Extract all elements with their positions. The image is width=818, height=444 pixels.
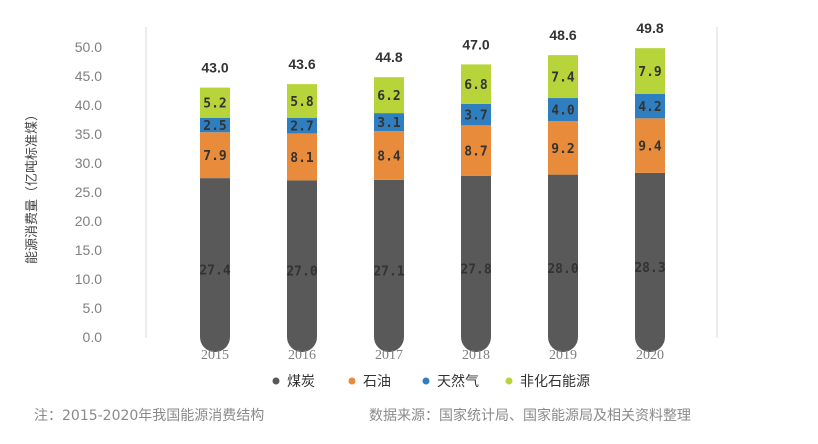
bar-segment-coal [287, 180, 317, 352]
legend-item-gas: 天然气 [422, 373, 479, 390]
y-tick-label: 35.0 [75, 126, 102, 142]
segment-value-label: 28.3 [634, 261, 665, 276]
segment-value-label: 4.2 [638, 100, 661, 115]
y-tick-label: 45.0 [75, 68, 102, 84]
legend-item-non-fossil: 非化石能源 [505, 374, 590, 390]
bar-segment-oil [374, 131, 404, 180]
bar-total-label: 43.0 [201, 60, 228, 76]
bar-segment-gas [287, 117, 317, 134]
x-tick-label: 2019 [549, 348, 577, 363]
segment-value-label: 7.9 [203, 149, 226, 164]
legend-marker [272, 377, 280, 385]
bar-segment-non-fossil [200, 87, 230, 118]
x-tick-label: 2018 [462, 348, 490, 363]
segment-value-label: 7.9 [638, 65, 661, 80]
legend-label: 天然气 [437, 373, 479, 390]
bar-total-label: 48.6 [549, 27, 576, 43]
legend-marker [422, 377, 430, 385]
segment-value-label: 9.2 [551, 142, 574, 157]
bar-segment-non-fossil [635, 48, 665, 94]
legend-label: 石油 [363, 374, 391, 390]
bar-stack-2015: 27.4 7.9 2.5 5.2 43.0 [199, 60, 231, 352]
segment-value-label: 3.7 [464, 109, 487, 124]
bar-stack-2017: 27.1 8.4 3.1 6.2 44.8 [373, 49, 405, 352]
segment-value-label: 9.4 [638, 140, 662, 155]
footer-source: 数据来源：国家统计局、国家能源局及相关资料整理 [369, 408, 691, 424]
legend-item-oil: 石油 [348, 374, 391, 390]
bar-total-label: 49.8 [636, 20, 663, 36]
bar-stack-2018: 27.8 8.7 3.7 6.8 47.0 [460, 36, 492, 352]
segment-value-label: 27.4 [199, 264, 230, 279]
bar-total-label: 43.6 [288, 56, 315, 72]
y-tick-label: 5.0 [83, 300, 103, 316]
y-tick-label: 40.0 [75, 97, 102, 113]
bar-segment-non-fossil [374, 77, 404, 114]
bar-segment-coal [635, 172, 665, 352]
segment-value-label: 2.5 [203, 119, 226, 134]
x-tick-label: 2020 [636, 348, 664, 363]
stacked-bar-chart: 0.0 5.0 10.0 15.0 20.0 25.0 30.0 35.0 40.0 45.0 50… [25, 20, 718, 390]
bar-segment-non-fossil [461, 64, 491, 104]
bar-segment-oil [287, 133, 317, 181]
bar-stack-2019: 28.0 9.2 4.0 7.4 48.6 [547, 27, 579, 352]
x-tick-label: 2016 [288, 348, 316, 363]
bar-segment-oil [548, 121, 578, 175]
x-tick-label: 2017 [375, 348, 403, 363]
segment-value-label: 4.0 [551, 104, 575, 119]
segment-value-label: 27.0 [286, 265, 317, 280]
segment-value-label: 2.7 [290, 120, 313, 135]
bar-segment-oil [200, 132, 230, 179]
bar-segment-gas [548, 98, 578, 122]
segment-value-label: 6.2 [377, 89, 400, 104]
legend-marker [505, 377, 513, 385]
y-tick-label: 0.0 [83, 329, 103, 345]
bar-segment-coal [461, 175, 491, 352]
bar-segment-gas [635, 93, 665, 119]
segment-value-label: 5.8 [290, 95, 314, 110]
bar-total-label: 44.8 [375, 49, 402, 65]
footer: 注：2015-2020年我国能源消费结构 数据来源：国家统计局、国家能源局及相关… [0, 405, 818, 431]
segment-value-label: 8.1 [290, 151, 314, 166]
bar-segment-non-fossil [548, 55, 578, 99]
segment-value-label: 8.4 [377, 149, 401, 164]
y-tick-label: 50.0 [75, 39, 102, 55]
y-axis-label: 能源消费量（亿吨标准煤） [25, 108, 40, 264]
y-tick-label: 10.0 [75, 271, 102, 287]
legend-label: 煤炭 [287, 374, 315, 390]
bar-segment-coal [200, 178, 230, 352]
x-tick-label: 2015 [201, 348, 229, 363]
bar-segment-oil [635, 118, 665, 173]
y-tick-label: 30.0 [75, 155, 102, 171]
bar-stack-2016: 27.0 8.1 2.7 5.8 43.6 [286, 56, 318, 352]
legend: 煤炭 石油 天然气 非化石能源 [272, 373, 590, 390]
segment-value-label: 8.7 [464, 145, 487, 160]
bar-segment-non-fossil [287, 84, 317, 118]
bar-segment-gas [200, 117, 230, 133]
y-axis-ticks: 0.0 5.0 10.0 15.0 20.0 25.0 30.0 35.0 40.0 45.0 50… [75, 39, 102, 345]
segment-value-label: 27.8 [460, 262, 491, 277]
y-tick-label: 20.0 [75, 213, 102, 229]
bars: 27.4 7.9 2.5 5.2 43.0 27.0 8.1 2.7 5.8 43.6 27.1 8.… [199, 20, 666, 352]
y-tick-label: 25.0 [75, 184, 102, 200]
bar-segment-gas [461, 103, 491, 126]
legend-item-coal: 煤炭 [272, 374, 315, 390]
segment-value-label: 5.2 [203, 97, 226, 112]
segment-value-label: 7.4 [551, 71, 575, 86]
segment-value-label: 28.0 [547, 262, 578, 277]
bar-stack-2020: 28.3 9.4 4.2 7.9 49.8 [634, 20, 666, 352]
x-axis-ticks: 2015 2016 2017 2018 2019 2020 [201, 348, 664, 363]
segment-value-label: 27.1 [373, 264, 404, 279]
bar-segment-coal [548, 174, 578, 352]
footer-note: 注：2015-2020年我国能源消费结构 [34, 408, 265, 424]
bar-segment-oil [461, 125, 491, 176]
bar-total-label: 47.0 [462, 36, 489, 52]
y-tick-label: 15.0 [75, 242, 102, 258]
bar-segment-gas [374, 113, 404, 132]
bar-segment-coal [374, 179, 404, 352]
segment-value-label: 6.8 [464, 78, 488, 93]
legend-marker [348, 377, 356, 385]
segment-value-label: 3.1 [377, 116, 401, 131]
legend-label: 非化石能源 [520, 374, 590, 390]
